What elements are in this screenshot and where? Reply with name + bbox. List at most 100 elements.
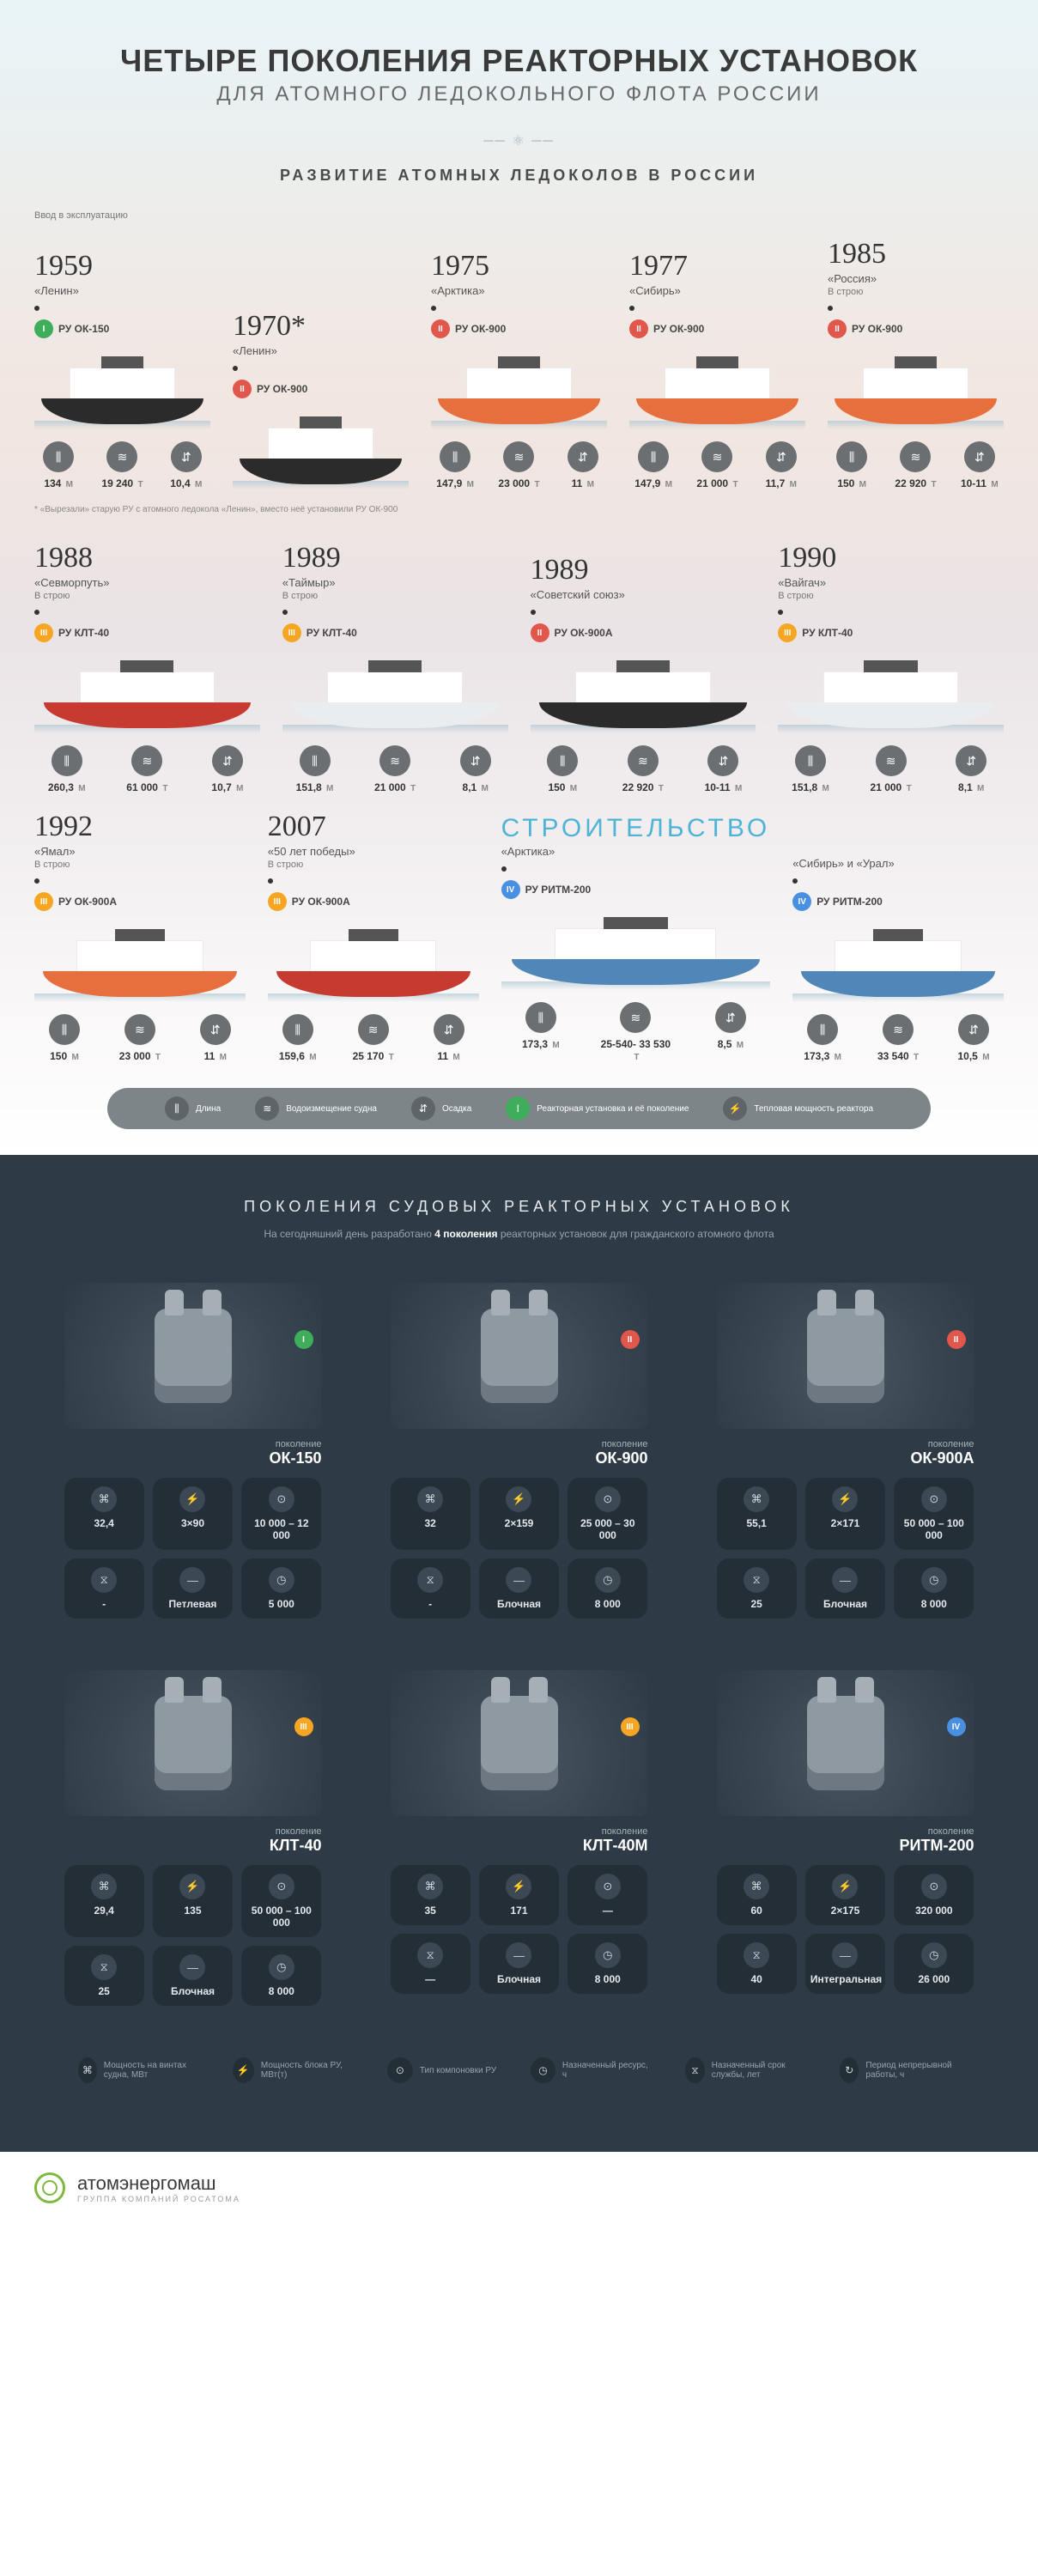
reactor-stat: ⚡ 2×175: [805, 1865, 885, 1925]
construction-label: СТРОИТЕЛЬСТВО: [501, 814, 771, 843]
reactor-stat: ⚡ 3×90: [153, 1478, 233, 1550]
stat-icon: ◷: [595, 1942, 621, 1968]
metric-icon: ≋: [701, 441, 732, 472]
reactor-stat: ⊙ 50 000 – 100 000: [241, 1865, 321, 1937]
reactor-stat: ⌘ 29,4: [64, 1865, 144, 1937]
ship-card: СТРОИТЕЛЬСТВО «Арктика» IV РУ РИТМ-200 ⫼…: [501, 814, 771, 1062]
legend-icon: ⊙: [387, 2057, 413, 2083]
stat-value: 3×90: [158, 1517, 228, 1529]
ship-superstructure: [327, 671, 463, 704]
reactor-illustration: IV: [717, 1670, 974, 1816]
stat-value: 2×175: [810, 1905, 880, 1917]
timeline-dot: [501, 866, 507, 872]
legend-label: Назначенный срок службы, лет: [712, 2061, 805, 2080]
reactor-stat: ◷ 8 000: [894, 1558, 974, 1619]
reactor-stat: ⊙ 50 000 – 100 000: [894, 1478, 974, 1550]
metric-disp: ≋ 21 000 Т: [362, 745, 428, 793]
metric-icon: ⫼: [638, 441, 669, 472]
ship-row: 1992 «Ямал» В строю III РУ ОК-900А ⫼ 150…: [34, 811, 1004, 1062]
timeline-dot: [792, 878, 798, 884]
reactor-stat: ⌘ 32: [391, 1478, 470, 1550]
legend-icon: ≋: [255, 1097, 279, 1121]
metric-icon: ≋: [876, 745, 907, 776]
metric-icon: ⇵: [958, 1014, 989, 1045]
generation-label: поколение: [391, 1826, 648, 1837]
metric-value: 147,9 М: [431, 477, 479, 489]
metric-value: 260,3 М: [34, 781, 100, 793]
ship-card: 1970* «Ленин» II РУ ОК-900: [233, 310, 409, 489]
metric-value: 10-11 М: [956, 477, 1004, 489]
reactor-core-shape: [807, 1696, 884, 1790]
ship-illustration: [34, 347, 210, 424]
ship-illustration: [778, 651, 1004, 728]
metric-value: 10,4 М: [162, 477, 210, 489]
ship-superstructure: [310, 940, 436, 973]
metric-value: 22 920 Т: [891, 477, 939, 489]
generation-badge: I: [34, 319, 53, 338]
reactor-stat: ⧖ 25: [64, 1946, 144, 2006]
reactor-name: РУ ОК-900А: [58, 896, 117, 908]
generation-badge: III: [621, 1717, 640, 1736]
ship-metrics: ⫼ 147,9 М ≋ 21 000 Т ⇵ 11,7 М: [629, 441, 805, 489]
stat-value: Блочная: [158, 1985, 228, 1997]
metric-icon: ⫼: [525, 1002, 556, 1033]
stat-value: Блочная: [810, 1598, 880, 1610]
generation-label: поколение: [717, 1439, 974, 1449]
timeline-dot: [233, 366, 238, 371]
generation-label: поколение: [717, 1826, 974, 1837]
legend-icon: ◷: [531, 2057, 555, 2083]
reactor-card: IV поколение РИТМ-200 ⌘ 60 ⚡ 2×175 ⊙ 320…: [717, 1670, 974, 2006]
metric-value: 134 М: [34, 477, 82, 489]
ship-hull: [438, 398, 600, 424]
ship-illustration: [792, 920, 1004, 997]
stat-value: 50 000 – 100 000: [899, 1517, 968, 1541]
stat-value: 5 000: [246, 1598, 316, 1610]
timeline-dot: [282, 610, 288, 615]
legend-label: Водоизмещение судна: [286, 1104, 377, 1114]
metric-value: 61 000 Т: [115, 781, 180, 793]
stat-value: 50 000 – 100 000: [246, 1905, 316, 1929]
generation-badge: IV: [947, 1717, 966, 1736]
reactor-stat: ◷ 5 000: [241, 1558, 321, 1619]
ship-hull: [44, 702, 252, 728]
stat-value: 171: [484, 1905, 554, 1917]
ship-year: 1989: [531, 554, 756, 586]
ship-superstructure: [863, 368, 968, 400]
reactor-core-shape: [807, 1309, 884, 1403]
legend-icon: ⫼: [165, 1097, 189, 1121]
stat-value: 29,4: [70, 1905, 139, 1917]
legend-label: Тип компоновки РУ: [420, 2066, 496, 2075]
reactor-core-shape: [481, 1696, 558, 1790]
metric-disp: ≋ 25-540- 33 530 Т: [596, 1002, 676, 1062]
legend-item: ⌘Мощность на винтах судна, МВт: [78, 2057, 198, 2083]
subtitle: ДЛЯ АТОМНОГО ЛЕДОКОЛЬНОГО ФЛОТА РОССИИ: [34, 82, 1004, 106]
stat-icon: —: [179, 1567, 205, 1593]
reactor-grid: I поколение ОК-150 ⌘ 32,4 ⚡ 3×90 ⊙ 10 00…: [52, 1283, 986, 2006]
ship-status: В строю: [34, 591, 260, 601]
footer-brand: атомэнергомаш: [77, 2172, 240, 2195]
ship-metrics: ⫼ 150 М ≋ 22 920 Т ⇵ 10-11 М: [531, 745, 756, 793]
ship-year: 1989: [282, 542, 508, 574]
ship-metrics: ⫼ 173,3 М ≋ 25-540- 33 530 Т ⇵ 8,5 М: [501, 1002, 771, 1062]
metric-icon: ≋: [900, 441, 931, 472]
metric-disp: ≋ 25 170 Т: [343, 1014, 404, 1062]
footnote: * «Вырезали» старую РУ с атомного ледоко…: [34, 503, 1004, 516]
ship-illustration: [282, 651, 508, 728]
timeline-dot: [531, 610, 536, 615]
stat-value: 60: [722, 1905, 792, 1917]
ship-year: 1975: [431, 250, 607, 283]
reactor-stat: ⧖ —: [391, 1934, 470, 1994]
reactor-stat: ⚡ 2×171: [805, 1478, 885, 1550]
metric-value: 19 240 Т: [98, 477, 146, 489]
ship-year: 1988: [34, 542, 260, 574]
metric-value: 8,1 М: [938, 781, 1004, 793]
legend-icon: ⧖: [685, 2057, 705, 2083]
metric-icon: ⇵: [212, 745, 243, 776]
reactor-core-shape: [155, 1696, 232, 1790]
sub-em: 4 поколения: [434, 1228, 497, 1240]
stat-icon: —: [832, 1567, 858, 1593]
reactor-badge: II РУ ОК-900: [431, 319, 506, 338]
ship-name: «Советский союз»: [531, 588, 756, 601]
stat-icon: ⊙: [921, 1486, 947, 1512]
metric-length: ⫼ 151,8 М: [778, 745, 843, 793]
